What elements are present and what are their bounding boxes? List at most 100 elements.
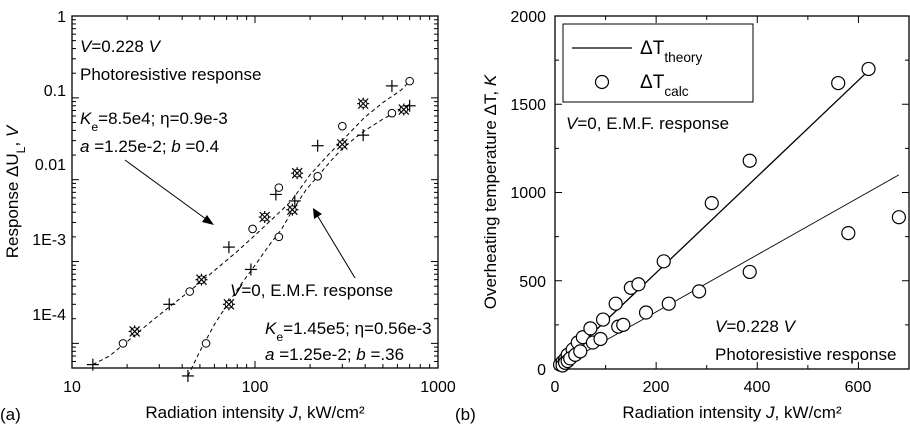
data-point [291, 167, 304, 180]
text-run: kW/cm² [784, 403, 842, 422]
text-run: Radiation [145, 403, 217, 422]
fit-curve-1 [92, 80, 411, 366]
text-run: 1.25e-2 [289, 345, 347, 364]
text-run: = [364, 319, 374, 338]
panel-a-voltage-label-2: V=0, E.M.F. response [230, 281, 393, 300]
x-marker [223, 298, 235, 310]
text-run: ; [347, 345, 352, 364]
text-run: 1.25e-2 [104, 137, 162, 156]
text-run: 0.4 [195, 137, 219, 156]
text-run: 0.9e-3 [180, 109, 228, 128]
text-run: ; [151, 109, 156, 128]
text-run: = [94, 137, 104, 156]
panel-a-y-tick-label: 0.01 [35, 157, 66, 174]
data-point [222, 298, 235, 311]
panel-a-voltage-label-1: V=0.228 V [80, 37, 162, 56]
text-run: Overheating [481, 217, 500, 310]
panel-b-legend: ΔTtheory ΔTcalc [562, 23, 754, 103]
text-run: ; [345, 319, 350, 338]
x-marker [259, 211, 271, 223]
data-point [118, 339, 128, 348]
panel-b-calc-points [552, 61, 906, 373]
legend-label-theory: ΔTtheory [640, 38, 702, 65]
panel-a-y-tick-label: 1 [57, 9, 66, 26]
text-run: kW/cm² [307, 403, 365, 422]
text-run: = [283, 319, 293, 338]
text-run: ΔT [481, 94, 500, 115]
data-point [403, 99, 416, 112]
panel-a-x-axis-label: Radiation intensity J, kW/cm² [145, 403, 365, 422]
text-run: = [170, 109, 180, 128]
subscript: e [276, 330, 283, 344]
panel-a-y-tick-label: 1E-3 [32, 232, 66, 249]
panel-b-x-tick-label: 400 [744, 379, 771, 396]
panel-b-y-tick-label: 500 [519, 274, 546, 291]
x-marker [286, 204, 298, 216]
text-run: 0.56e-3 [374, 319, 432, 338]
text-run: 0.228 [736, 317, 779, 336]
panel-b-y-tick-label: 0 [537, 362, 546, 379]
text-run: V [566, 114, 579, 133]
text-run: K [481, 74, 500, 86]
text-run: J [765, 403, 775, 422]
circle-marker [201, 339, 211, 348]
text-run: , [298, 403, 303, 422]
panel-a-x-tick-label: 100 [242, 379, 269, 396]
panel-a-response-label-1: Photoresistive response [80, 65, 261, 84]
x-marker [196, 274, 207, 286]
text-run: 0 [587, 114, 596, 133]
subscript: L [14, 146, 28, 153]
theory-line-2 [554, 174, 900, 370]
data-point [274, 183, 284, 192]
panel-b-y-tick-label: 2000 [510, 9, 546, 26]
panel-a-y-tick-label: 0.1 [44, 83, 66, 100]
text-run: , [775, 403, 780, 422]
calc-point [891, 210, 906, 225]
text-run: 1.45e5 [293, 319, 345, 338]
panel-b-voltage-label-1: V=0, E.M.F. response [566, 114, 729, 133]
calc-point [583, 321, 598, 336]
legend-circle-swatch [594, 74, 610, 90]
subscript: theory [664, 50, 702, 65]
text-run: response [323, 281, 393, 300]
panel-b-voltage-label-2: V=0.228 V [715, 317, 797, 336]
text-run: J [288, 403, 298, 422]
text-run: intensity [222, 403, 285, 422]
data-point [286, 203, 299, 216]
text-run: temperature [481, 120, 500, 212]
text-run: ΔU [3, 153, 22, 177]
x-marker [336, 138, 348, 150]
text-run: = [370, 345, 380, 364]
data-point [201, 339, 211, 348]
subscript: e [91, 120, 98, 134]
circle-marker [313, 171, 322, 181]
x-marker [357, 98, 369, 110]
circle-marker [405, 76, 414, 86]
panel-a-chart: 10 100 1000 1E-4 1E-3 0.01 0.1 1 Radiati… [0, 9, 456, 424]
text-run: 8.5e4 [108, 109, 151, 128]
data-point [185, 287, 195, 296]
subscript: calc [664, 84, 688, 99]
data-point [274, 232, 284, 242]
data-point [405, 76, 414, 86]
data-point [181, 369, 194, 382]
panel-b-x-tick-label: 0 [551, 379, 560, 396]
text-run: = [185, 137, 195, 156]
text-run: V [715, 317, 728, 336]
text-run: K [80, 109, 92, 128]
data-point [357, 129, 370, 142]
calc-point [573, 344, 588, 359]
data-point [397, 103, 410, 116]
text-run: E.M.F. [270, 281, 318, 300]
data-point [258, 210, 271, 223]
text-run: E.M.F. [606, 114, 654, 133]
text-run: .36 [380, 345, 404, 364]
text-run: ΔT [640, 72, 665, 93]
x-marker [291, 167, 303, 179]
data-point [244, 263, 257, 276]
text-run: = [241, 281, 251, 300]
circle-marker [118, 339, 128, 348]
text-run: response [659, 114, 729, 133]
data-point [195, 273, 208, 286]
